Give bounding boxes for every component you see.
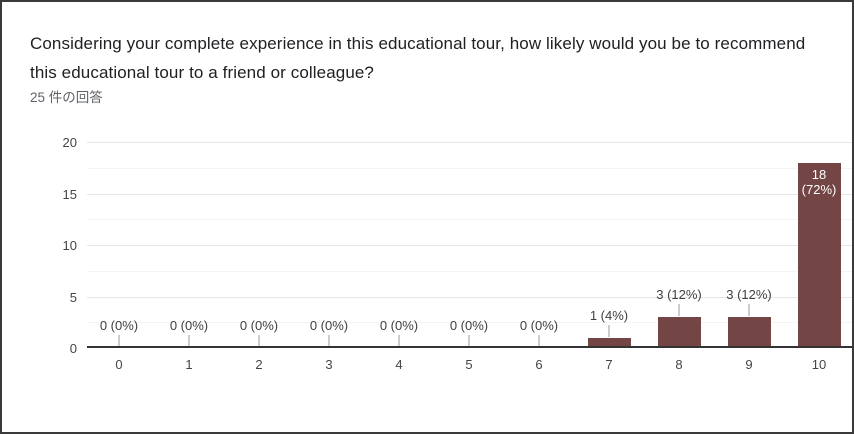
leader-line	[258, 335, 260, 347]
leader-line	[748, 304, 750, 317]
gridline-major	[87, 193, 852, 195]
x-axis-label: 0	[115, 357, 123, 372]
y-axis-label: 10	[62, 238, 77, 253]
leader-line	[678, 304, 680, 317]
bar-value-label: 0 (0%)	[239, 318, 279, 333]
leader-line	[118, 335, 120, 347]
gridline-minor	[87, 219, 852, 221]
leader-line	[398, 335, 400, 347]
bar-value-label: 0 (0%)	[519, 318, 559, 333]
bar	[587, 337, 631, 348]
response-count: 25 件の回答	[30, 90, 103, 105]
x-axis-label: 5	[465, 357, 473, 372]
y-axis-label: 20	[62, 135, 77, 150]
leader-line	[538, 335, 540, 347]
x-axis-baseline	[87, 346, 852, 348]
y-axis-label: 15	[62, 186, 77, 202]
bar-value-label: 0 (0%)	[309, 318, 349, 333]
bar-value-label: 0 (0%)	[449, 318, 489, 333]
bar-value-label: 0 (0%)	[379, 318, 419, 333]
bar-value-label: 3 (12%)	[656, 287, 702, 303]
x-axis-label: 4	[395, 357, 403, 372]
bar-value-label: 18 (72%)	[801, 166, 837, 197]
leader-line	[468, 335, 470, 347]
x-axis-label: 7	[605, 357, 613, 372]
gridline-minor	[87, 167, 852, 169]
y-axis-label: 5	[69, 289, 77, 305]
bar-value-label: 1 (4%)	[589, 307, 629, 323]
leader-line	[608, 324, 610, 337]
x-axis-label: 9	[745, 357, 753, 372]
gridline-major	[87, 296, 852, 298]
x-axis-label: 2	[255, 357, 263, 372]
question-title: Considering your complete experience in …	[30, 34, 806, 82]
bar	[727, 317, 771, 348]
x-axis-label: 1	[185, 357, 193, 372]
bar-value-label: 0 (0%)	[99, 318, 139, 333]
y-axis-label: 0	[69, 341, 77, 356]
gridline-minor	[87, 270, 852, 272]
bar-value-label: 0 (0%)	[169, 318, 209, 333]
x-axis-label: 10	[811, 357, 827, 372]
gridline-minor	[87, 322, 852, 324]
leader-line	[328, 335, 330, 347]
x-axis-label: 8	[675, 357, 683, 372]
x-axis-label: 3	[325, 357, 333, 372]
leader-line	[188, 335, 190, 347]
bar	[657, 317, 701, 348]
bar	[797, 162, 841, 348]
gridline-major	[87, 142, 852, 143]
bar-value-label: 3 (12%)	[726, 287, 772, 303]
gridline-major	[87, 245, 852, 246]
x-axis-label: 6	[535, 357, 543, 372]
